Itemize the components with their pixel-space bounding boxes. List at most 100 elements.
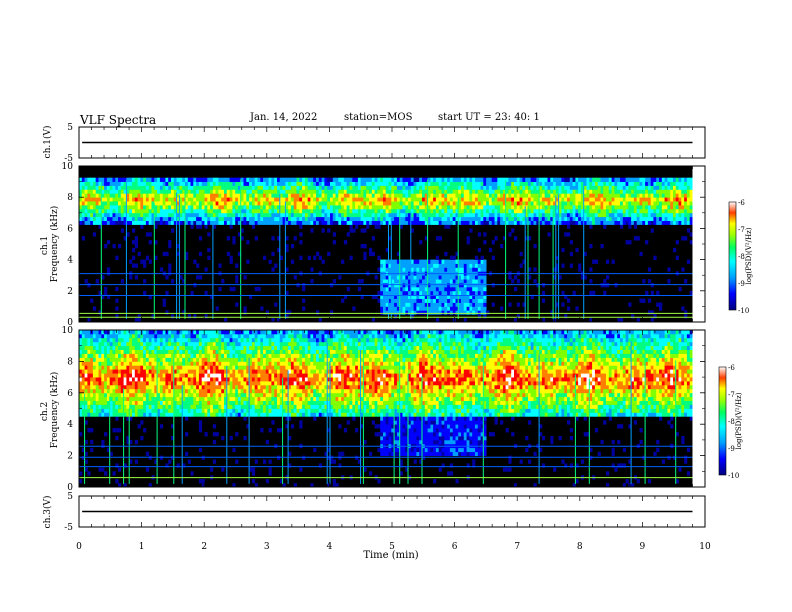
ch1-spectrogram-cell — [528, 216, 532, 221]
ch1-spectrogram-cell — [332, 232, 336, 237]
ch1-spectrogram-cell — [187, 201, 191, 206]
ch1-spectrogram-cell — [360, 279, 364, 284]
ch1-spectrogram-cell — [246, 181, 250, 186]
ch1-spectrogram-cell — [650, 181, 654, 186]
ch1-spectrogram-cell — [134, 216, 138, 221]
ch1-spectrogram-cell — [480, 290, 484, 296]
ch1-spectrogram-cell — [324, 216, 328, 221]
ch1-spectrogram-cell — [327, 201, 331, 206]
ch1-spectrogram-cell — [483, 286, 487, 292]
ch1-spectrogram-cell — [299, 197, 303, 202]
ch2-spectrogram-cell — [232, 365, 236, 370]
ch1-spectrogram-cell — [628, 208, 632, 214]
ch1-spectrogram-cell — [366, 185, 370, 190]
ch1-spectrogram-cell — [246, 197, 250, 202]
ch1-spectrogram-cell — [290, 185, 295, 190]
ch1-spectrogram-cell — [341, 189, 345, 194]
ch1-spectrogram-cell — [148, 197, 152, 202]
ch1-spectrogram-cell — [653, 189, 657, 194]
ch2-spectrogram-cell — [148, 357, 152, 362]
ch1-spectrogram-cell — [441, 193, 445, 198]
ch1-spectrogram-cell — [469, 298, 473, 303]
ch2-spectrogram-cell — [129, 373, 133, 378]
ch1-spectrogram-cell — [419, 267, 423, 272]
ch1-spectrogram-cell — [285, 216, 289, 221]
ch1-spectrogram-cell — [321, 185, 325, 190]
ch1-spectrogram-cell — [567, 205, 571, 210]
ch1-spectrogram-cell — [508, 275, 512, 280]
ch1-spectrogram-cell — [653, 216, 657, 221]
ch1-spectrogram-cell — [285, 181, 289, 186]
ch2-spectrogram-cell — [168, 333, 172, 339]
ch2-spectrogram-cell — [145, 400, 150, 405]
ch1-spectrogram-cell — [405, 177, 409, 182]
ch1-spectrogram-cell — [396, 306, 401, 311]
ch1-spectrogram-cell — [182, 177, 186, 182]
ch1-spectrogram-cell — [92, 185, 97, 190]
ch1-spectrogram-cell — [525, 177, 529, 182]
ch1-spectrogram-cell — [212, 177, 217, 182]
ch1-spectrogram-cell — [614, 216, 618, 221]
ch1-spectrogram-cell — [394, 294, 398, 299]
ch1-spectrogram-cell — [639, 193, 643, 198]
ch2-spectrogram-cell — [112, 384, 116, 390]
ch1-spectrogram-cell — [500, 212, 504, 218]
ch2-spectrogram-cell — [232, 388, 236, 394]
ch1-spectrogram-cell — [463, 259, 467, 264]
ch1-spectrogram-cell — [374, 185, 378, 190]
ch1-spectrogram-cell — [388, 310, 392, 315]
ch2-spectrogram-cell — [154, 384, 158, 390]
ch1-spectrogram-cell — [500, 306, 504, 311]
ch1-spectrogram-cell — [157, 177, 161, 182]
ch2-spectrogram-cell — [224, 400, 228, 405]
ch1-spectrogram-cell — [477, 290, 481, 296]
ch1-spectrogram-cell — [327, 177, 331, 182]
ch2-spectrogram-cell — [143, 357, 147, 362]
ch1-spectrogram-cell — [419, 279, 423, 284]
ch1-spectrogram-cell — [589, 205, 593, 210]
ch1-spectrogram-cell — [659, 216, 663, 221]
ch1-spectrogram-cell — [684, 236, 688, 241]
ch1-spectrogram-cell — [218, 181, 222, 186]
ch1-spectrogram-cell — [405, 302, 409, 307]
ch2-spectrogram-cell — [229, 357, 233, 362]
ch2-spectrogram-cell — [101, 400, 105, 405]
ch2-spectrogram-cell — [151, 349, 155, 354]
ch1-spectrogram-cell — [196, 220, 200, 225]
ch1-spectrogram-cell — [633, 220, 638, 225]
ch1-spectrogram-cell — [176, 185, 180, 190]
ch1-spectrogram-cell — [335, 197, 339, 202]
ch2-spectrogram-cell — [104, 392, 108, 398]
ch1-spectrogram-cell — [419, 205, 423, 210]
ch1-spectrogram-cell — [402, 220, 406, 225]
ch2-spectrogram-cell — [165, 345, 169, 350]
ch1-spectrogram-cell — [396, 279, 401, 284]
ch1-spectrogram-cell — [514, 220, 518, 225]
ch1-spectrogram-cell — [673, 189, 677, 194]
ch1-spectrogram-cell — [383, 259, 387, 264]
ch1-spectrogram-cell — [285, 236, 289, 241]
ch2-spectrogram-cell — [81, 388, 85, 394]
ch1-spectrogram-cell — [249, 177, 253, 182]
ch1-spectrogram-cell — [104, 181, 108, 186]
ch2-spectrogram-cell — [229, 400, 233, 405]
ch1-spectrogram-cell — [516, 205, 520, 210]
ch1-spectrogram-cell — [285, 201, 289, 206]
ch1-spectrogram-cell — [500, 205, 504, 210]
ch1-spectrogram-cell — [95, 193, 99, 198]
ch2-spectrogram-cell — [232, 447, 236, 453]
ch1-spectrogram-cell — [249, 216, 253, 221]
ch1-spectrogram-cell — [132, 189, 136, 194]
ch2-spectrogram-cell — [151, 345, 155, 350]
ch2-spectrogram-cell — [151, 333, 155, 339]
ch1-spectrogram-cell — [338, 181, 342, 186]
ch1-spectrogram-cell — [500, 185, 504, 190]
ch1-spectrogram-cell — [558, 193, 562, 198]
ch1-spectrogram-cell — [165, 197, 169, 202]
ch1-spectrogram-cell — [218, 216, 222, 221]
ch1-spectrogram-cell — [611, 189, 615, 194]
ch1-spectrogram-cell — [79, 185, 83, 190]
ch1-spectrogram-cell — [293, 177, 297, 182]
ch2-spectrogram-cell — [118, 412, 122, 417]
ch2-spectrogram-cell — [185, 412, 189, 417]
